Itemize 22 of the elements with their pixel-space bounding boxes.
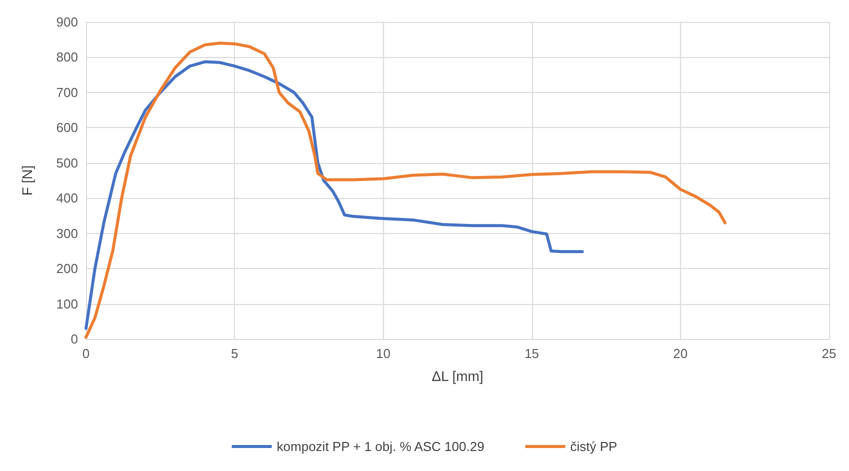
y-tick-label: 300 [56,226,78,241]
x-tick-label: 20 [673,346,688,361]
y-tick-label: 100 [56,296,78,312]
line-series [84,60,584,330]
line-series [84,42,726,339]
y-tick-label: 500 [56,155,78,170]
y-axis-title: F [N] [19,165,35,196]
legend-label: kompozit PP + 1 obj. % ASC 100.29 [276,439,484,454]
legend-label: čistý PP [570,439,618,454]
x-tick-label: 5 [230,346,238,361]
y-tick-label: 200 [56,261,78,276]
y-tick-label: 900 [56,14,78,30]
y-tick-label: 600 [56,120,78,136]
x-tick-label: 10 [376,346,390,361]
y-tick-label: 800 [56,50,78,65]
y-tick-label: 0 [70,332,78,346]
x-axis-title: ΔL [mm] [432,368,484,384]
y-tick-label: 700 [56,84,78,100]
y-tick-label: 400 [56,190,78,206]
x-tick-label: 25 [822,346,836,361]
x-tick-label: 15 [524,346,540,361]
x-tick-label: 0 [82,346,90,361]
